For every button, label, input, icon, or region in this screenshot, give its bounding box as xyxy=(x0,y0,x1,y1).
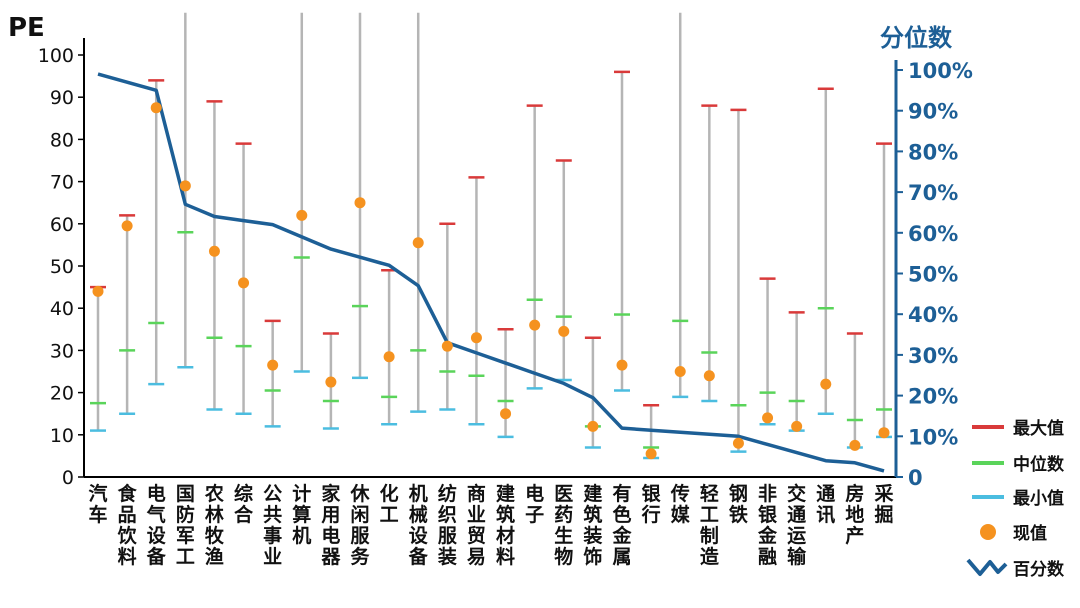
current-value-point xyxy=(529,319,541,331)
category-label: 传媒 xyxy=(670,482,691,526)
percentile-line xyxy=(97,72,885,473)
category-label: 公共事业 xyxy=(263,483,282,568)
legend-percentile-swatch xyxy=(966,558,1008,576)
category-label: 通讯 xyxy=(816,483,836,526)
stat-marks xyxy=(90,70,892,460)
category-label: 有色金属 xyxy=(611,482,632,568)
y2-tick-label: 30% xyxy=(908,344,958,368)
chart-axes: PE 分位数 xyxy=(8,13,953,478)
current-value-point xyxy=(849,439,861,451)
y-tick-label: 90 xyxy=(50,87,74,109)
current-value-point xyxy=(500,408,512,420)
y-tick-label: 40 xyxy=(50,298,74,320)
category-labels: 汽车食品饮料电气设备国防军工农林牧渔综合公共事业计算机家用电器休闲服务化工机械设… xyxy=(88,482,893,568)
y2-tick-label: 70% xyxy=(908,181,958,205)
current-value-point xyxy=(645,448,657,460)
range-lines xyxy=(96,12,886,459)
category-label: 交通运输 xyxy=(787,482,807,568)
y2-tick-label: 80% xyxy=(908,140,958,164)
category-label: 采掘 xyxy=(874,483,893,526)
category-label: 电气设备 xyxy=(146,482,167,568)
legend-label: 百分数 xyxy=(1013,559,1065,580)
y2-axis-title: 分位数 xyxy=(880,24,953,52)
current-value-point xyxy=(732,437,744,449)
y-tick-label: 20 xyxy=(50,383,74,405)
current-value-point xyxy=(616,359,628,371)
current-value-point xyxy=(762,412,774,424)
category-label: 建筑装饰 xyxy=(582,482,602,568)
current-value-point xyxy=(179,180,191,192)
legend-current-swatch xyxy=(980,524,996,540)
current-value-point xyxy=(383,351,395,363)
current-value-point xyxy=(354,197,366,209)
current-value-point xyxy=(470,332,482,344)
current-value-point xyxy=(325,376,337,388)
y-tick-label: 70 xyxy=(50,172,74,194)
y2-tick-label: 0 xyxy=(908,466,923,490)
current-value-point xyxy=(296,209,308,221)
legend-label: 中位数 xyxy=(1013,454,1065,475)
category-label: 钢铁 xyxy=(729,483,748,526)
category-label: 建筑材料 xyxy=(496,482,515,568)
y2-tick-label: 40% xyxy=(908,303,958,327)
legend-label: 最大值 xyxy=(1013,418,1064,439)
current-value-point xyxy=(791,420,803,432)
percentile-line-group xyxy=(97,72,885,473)
current-value-point xyxy=(267,359,279,371)
category-label: 房地产 xyxy=(845,482,864,547)
legend-label: 现值 xyxy=(1013,523,1047,544)
category-label: 非银金融 xyxy=(757,483,778,568)
current-value-point xyxy=(558,325,570,337)
y2-tick-label: 60% xyxy=(908,222,958,246)
current-value-point xyxy=(441,340,453,352)
category-label: 计算机 xyxy=(292,483,311,547)
y2-tick-label: 20% xyxy=(908,385,958,409)
current-value-point xyxy=(238,277,250,289)
category-label: 医药生物 xyxy=(554,483,573,568)
legend-label: 最小值 xyxy=(1013,488,1064,509)
current-value-point xyxy=(121,220,133,232)
y2-ticks: 0 10% 20% 30% 40% 50% 60% 70% 80% 90% 100% xyxy=(896,59,973,490)
y-axis-title: PE xyxy=(8,13,45,43)
y-tick-label: 100 xyxy=(38,45,74,67)
current-value-point xyxy=(150,102,162,114)
y-tick-label: 0 xyxy=(62,467,74,489)
current-value-point xyxy=(92,285,104,297)
category-label: 农林牧渔 xyxy=(204,482,225,568)
category-label: 纺织服装 xyxy=(437,482,458,568)
category-label: 国防军工 xyxy=(176,483,195,568)
current-value-points xyxy=(92,102,890,460)
y2-tick-label: 50% xyxy=(908,263,958,287)
category-label: 食品饮料 xyxy=(117,482,138,568)
y2-tick-label: 100% xyxy=(908,59,973,83)
current-value-point xyxy=(208,245,220,257)
category-label: 化工 xyxy=(380,482,399,526)
y2-tick-label: 90% xyxy=(908,100,958,124)
y2-tick-label: 10% xyxy=(908,425,958,449)
current-value-point xyxy=(878,427,890,439)
category-label: 电子 xyxy=(525,482,544,526)
category-label: 银行 xyxy=(641,482,662,526)
category-label: 综合 xyxy=(234,482,254,526)
category-label: 商业贸易 xyxy=(467,482,486,568)
current-value-point xyxy=(674,366,686,377)
category-label: 休闲服务 xyxy=(349,483,370,568)
current-value-point xyxy=(587,420,599,432)
current-value-point xyxy=(703,370,715,382)
category-label: 家用电器 xyxy=(320,482,341,568)
category-label: 机械设备 xyxy=(408,483,429,568)
category-label: 轻工制造 xyxy=(700,482,720,568)
y-tick-label: 50 xyxy=(50,256,74,278)
y-ticks: 0 10 20 30 40 50 60 70 80 90 100 xyxy=(38,45,84,489)
y-tick-label: 30 xyxy=(50,340,74,362)
current-value-point xyxy=(820,378,832,390)
category-label: 汽车 xyxy=(88,482,107,526)
y-tick-label: 60 xyxy=(50,214,74,236)
y-tick-label: 80 xyxy=(50,129,74,151)
y-tick-label: 10 xyxy=(50,425,74,447)
current-value-point xyxy=(412,237,424,249)
